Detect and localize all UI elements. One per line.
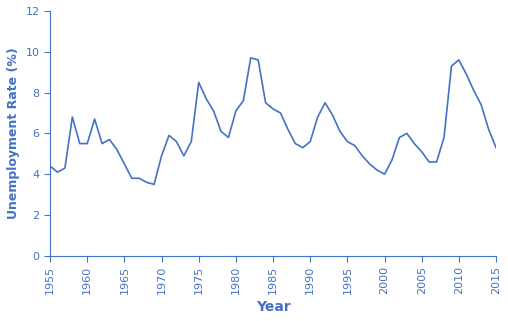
X-axis label: Year: Year	[256, 300, 291, 314]
Y-axis label: Unemployment Rate (%): Unemployment Rate (%)	[7, 48, 20, 219]
